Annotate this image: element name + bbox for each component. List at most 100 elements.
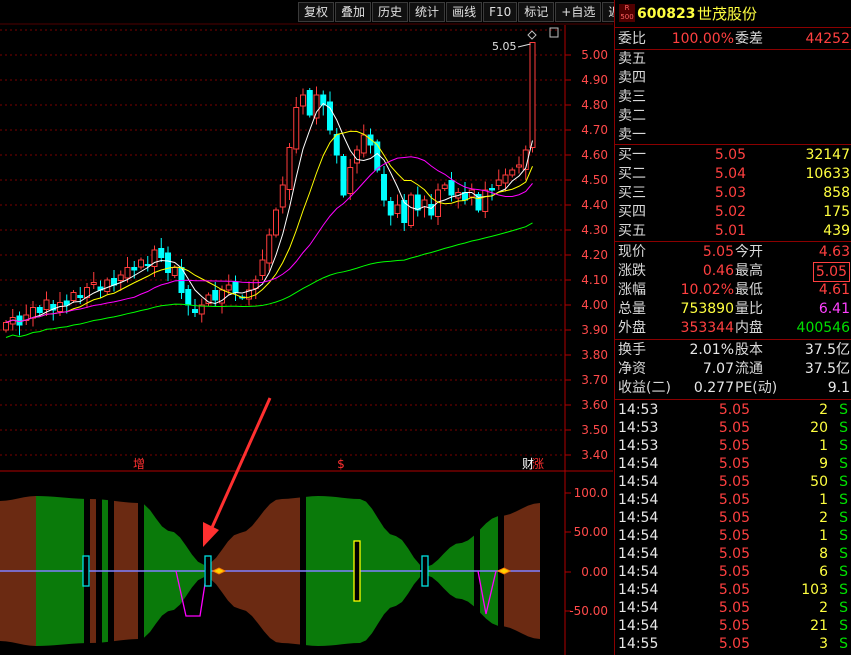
tick-volume: 21 (810, 618, 828, 634)
indicator-tick-label: 50.00 (574, 525, 608, 539)
tick-row: 14:54 5.05 1 S (615, 527, 851, 545)
tick-side: S (839, 582, 848, 598)
quote-value: 10.02% (680, 282, 734, 298)
tick-volume: 8 (819, 546, 828, 562)
event-marker[interactable]: $ (337, 457, 345, 471)
candle-down (327, 101, 333, 131)
candle-down (381, 174, 387, 201)
candle-up (482, 189, 489, 212)
divider (615, 339, 851, 340)
divider (615, 399, 851, 400)
mark-button[interactable]: 标记 (518, 2, 555, 22)
candle-down (448, 180, 455, 196)
tick-row: 14:54 5.05 21 S (615, 617, 851, 635)
signal-box (353, 540, 361, 602)
candle-down (387, 201, 394, 216)
tick-side: S (839, 474, 848, 490)
ma20-line (5, 156, 533, 323)
candle-up (198, 304, 205, 315)
candle-up (117, 274, 124, 281)
tick-time: 14:55 (618, 636, 659, 652)
candle-down (374, 141, 381, 171)
divider (615, 49, 851, 50)
candle-up (300, 94, 306, 107)
candlestick-chart[interactable]: 5.00 4.90 4.80 4.70 4.60 4.50 4.40 4.30 4.20 4.10… (0, 0, 613, 655)
indicator-tick-label: 100.0 (574, 486, 608, 500)
candle-up (171, 267, 178, 276)
quote-panel: R 500 600823 世茂股份 委比 100.00% 委差 44252 卖五… (614, 0, 851, 655)
add-watchlist-button[interactable]: +自选 (555, 2, 602, 22)
tick-price: 5.05 (718, 510, 750, 526)
quote-label: 最低 (735, 282, 763, 298)
tick-volume: 2 (819, 510, 828, 526)
sell-level-label: 卖一 (618, 127, 646, 143)
event-marker[interactable]: 增 (133, 457, 145, 471)
signal-marker (496, 567, 512, 575)
fuquan-button[interactable]: 复权 (298, 2, 335, 22)
quote-label: 涨幅 (618, 282, 646, 298)
tick-price: 5.05 (718, 618, 750, 634)
overlay-button[interactable]: 叠加 (335, 2, 372, 22)
tick-price: 5.05 (718, 492, 750, 508)
tick-price: 5.05 (718, 546, 750, 562)
fundamental-label: PE(动) (735, 380, 778, 396)
candle-up (259, 259, 266, 276)
quote-label: 现价 (618, 244, 646, 260)
candle-up (205, 294, 212, 304)
stats-button[interactable]: 统计 (409, 2, 446, 22)
panel-toggle-icon[interactable] (549, 27, 559, 38)
draw-line-button[interactable]: 画线 (446, 2, 483, 22)
sell-level-row: 卖四 (615, 69, 851, 87)
candle-up (529, 42, 536, 148)
fundamental-value: 0.277 (693, 380, 734, 396)
stock-badge: R 500 (619, 4, 635, 22)
candle-up (509, 169, 516, 176)
tick-time: 14:54 (618, 582, 659, 598)
candle-down (158, 248, 165, 258)
signal-marker (211, 567, 227, 575)
tick-row: 14:53 5.05 2 S (615, 401, 851, 419)
y-tick-label: 3.90 (581, 323, 608, 337)
chart-area[interactable]: 5.00 4.90 4.80 4.70 4.60 4.50 4.40 4.30 4.20 4.10… (0, 0, 639, 655)
quote-value: 5.05 (702, 244, 734, 260)
tick-price: 5.05 (718, 564, 750, 580)
divider (615, 144, 851, 145)
candle-down (414, 194, 421, 211)
quote-value: 4.63 (818, 244, 850, 260)
ma5-line (5, 102, 533, 323)
y-tick-label: 4.90 (581, 73, 608, 87)
fundamental-label: 收益(二) (618, 380, 671, 396)
buy-level-volume: 10633 (805, 166, 850, 182)
buy-level-label: 买四 (618, 204, 646, 220)
tick-row: 14:53 5.05 1 S (615, 437, 851, 455)
tick-side: S (839, 546, 848, 562)
candle-down (367, 134, 374, 146)
signal-box (421, 555, 429, 587)
diamond-icon[interactable] (527, 30, 537, 40)
quote-value: 0.46 (702, 263, 734, 279)
y-tick-label: 4.80 (581, 98, 608, 112)
candle-down (50, 304, 57, 311)
quote-row: 外盘 353344 内盘 400546 (615, 319, 851, 337)
fundamental-value: 37.5亿 (804, 361, 850, 377)
tick-price: 5.05 (718, 582, 750, 598)
fundamental-label: 流通 (735, 361, 763, 377)
tick-time: 14:53 (618, 402, 659, 418)
event-marker[interactable]: 涨 (532, 456, 544, 471)
tick-volume: 103 (801, 582, 828, 598)
history-button[interactable]: 历史 (372, 2, 409, 22)
buy-level-volume: 175 (823, 204, 850, 220)
chart-grid (0, 23, 613, 655)
event-marker[interactable]: 财 (522, 457, 534, 471)
buy-level-row: 买二 5.04 10633 (615, 165, 851, 183)
tick-time: 14:54 (618, 618, 659, 634)
tick-side: S (839, 618, 848, 634)
buy-level-label: 买三 (618, 185, 646, 201)
candle-up (421, 199, 428, 208)
f10-button[interactable]: F10 (483, 2, 518, 22)
badge-top: R (624, 4, 630, 12)
candle-down (63, 300, 70, 306)
tick-side: S (839, 636, 848, 652)
candle-up (3, 322, 9, 331)
tick-side: S (839, 456, 848, 472)
